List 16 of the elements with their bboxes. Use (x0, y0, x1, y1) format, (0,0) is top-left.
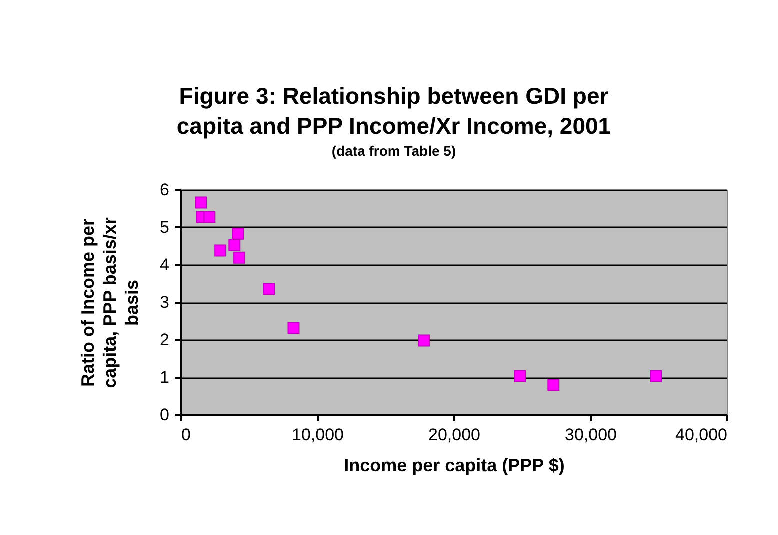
y-tick-label: 6 (160, 180, 170, 200)
x-tick-label: 10,000 (292, 426, 344, 444)
x-tick-label: 0 (182, 426, 191, 444)
x-axis-title: Income per capita (PPP $) (344, 456, 565, 476)
y-axis-title: Ratio of Income per capita, PPP basis/xr basis (78, 218, 142, 388)
y-tick-label: 5 (160, 218, 170, 237)
x-tick-label: 40,000 (676, 426, 728, 444)
x-tick-label: 30,000 (565, 426, 617, 444)
chart-subtitle: (data from Table 5) (332, 143, 456, 159)
y-tick-label: 2 (160, 330, 170, 350)
x-tick-label: 20,000 (428, 426, 480, 444)
chart-title: Figure 3: Relationship between GDI per capita and PPP Income/Xr Income, 2001 (176, 83, 612, 139)
y-tick-label: 3 (160, 293, 170, 312)
y-tick-label: 4 (160, 256, 170, 274)
y-tick-label: 0 (160, 406, 170, 424)
y-tick-label: 1 (160, 368, 170, 387)
